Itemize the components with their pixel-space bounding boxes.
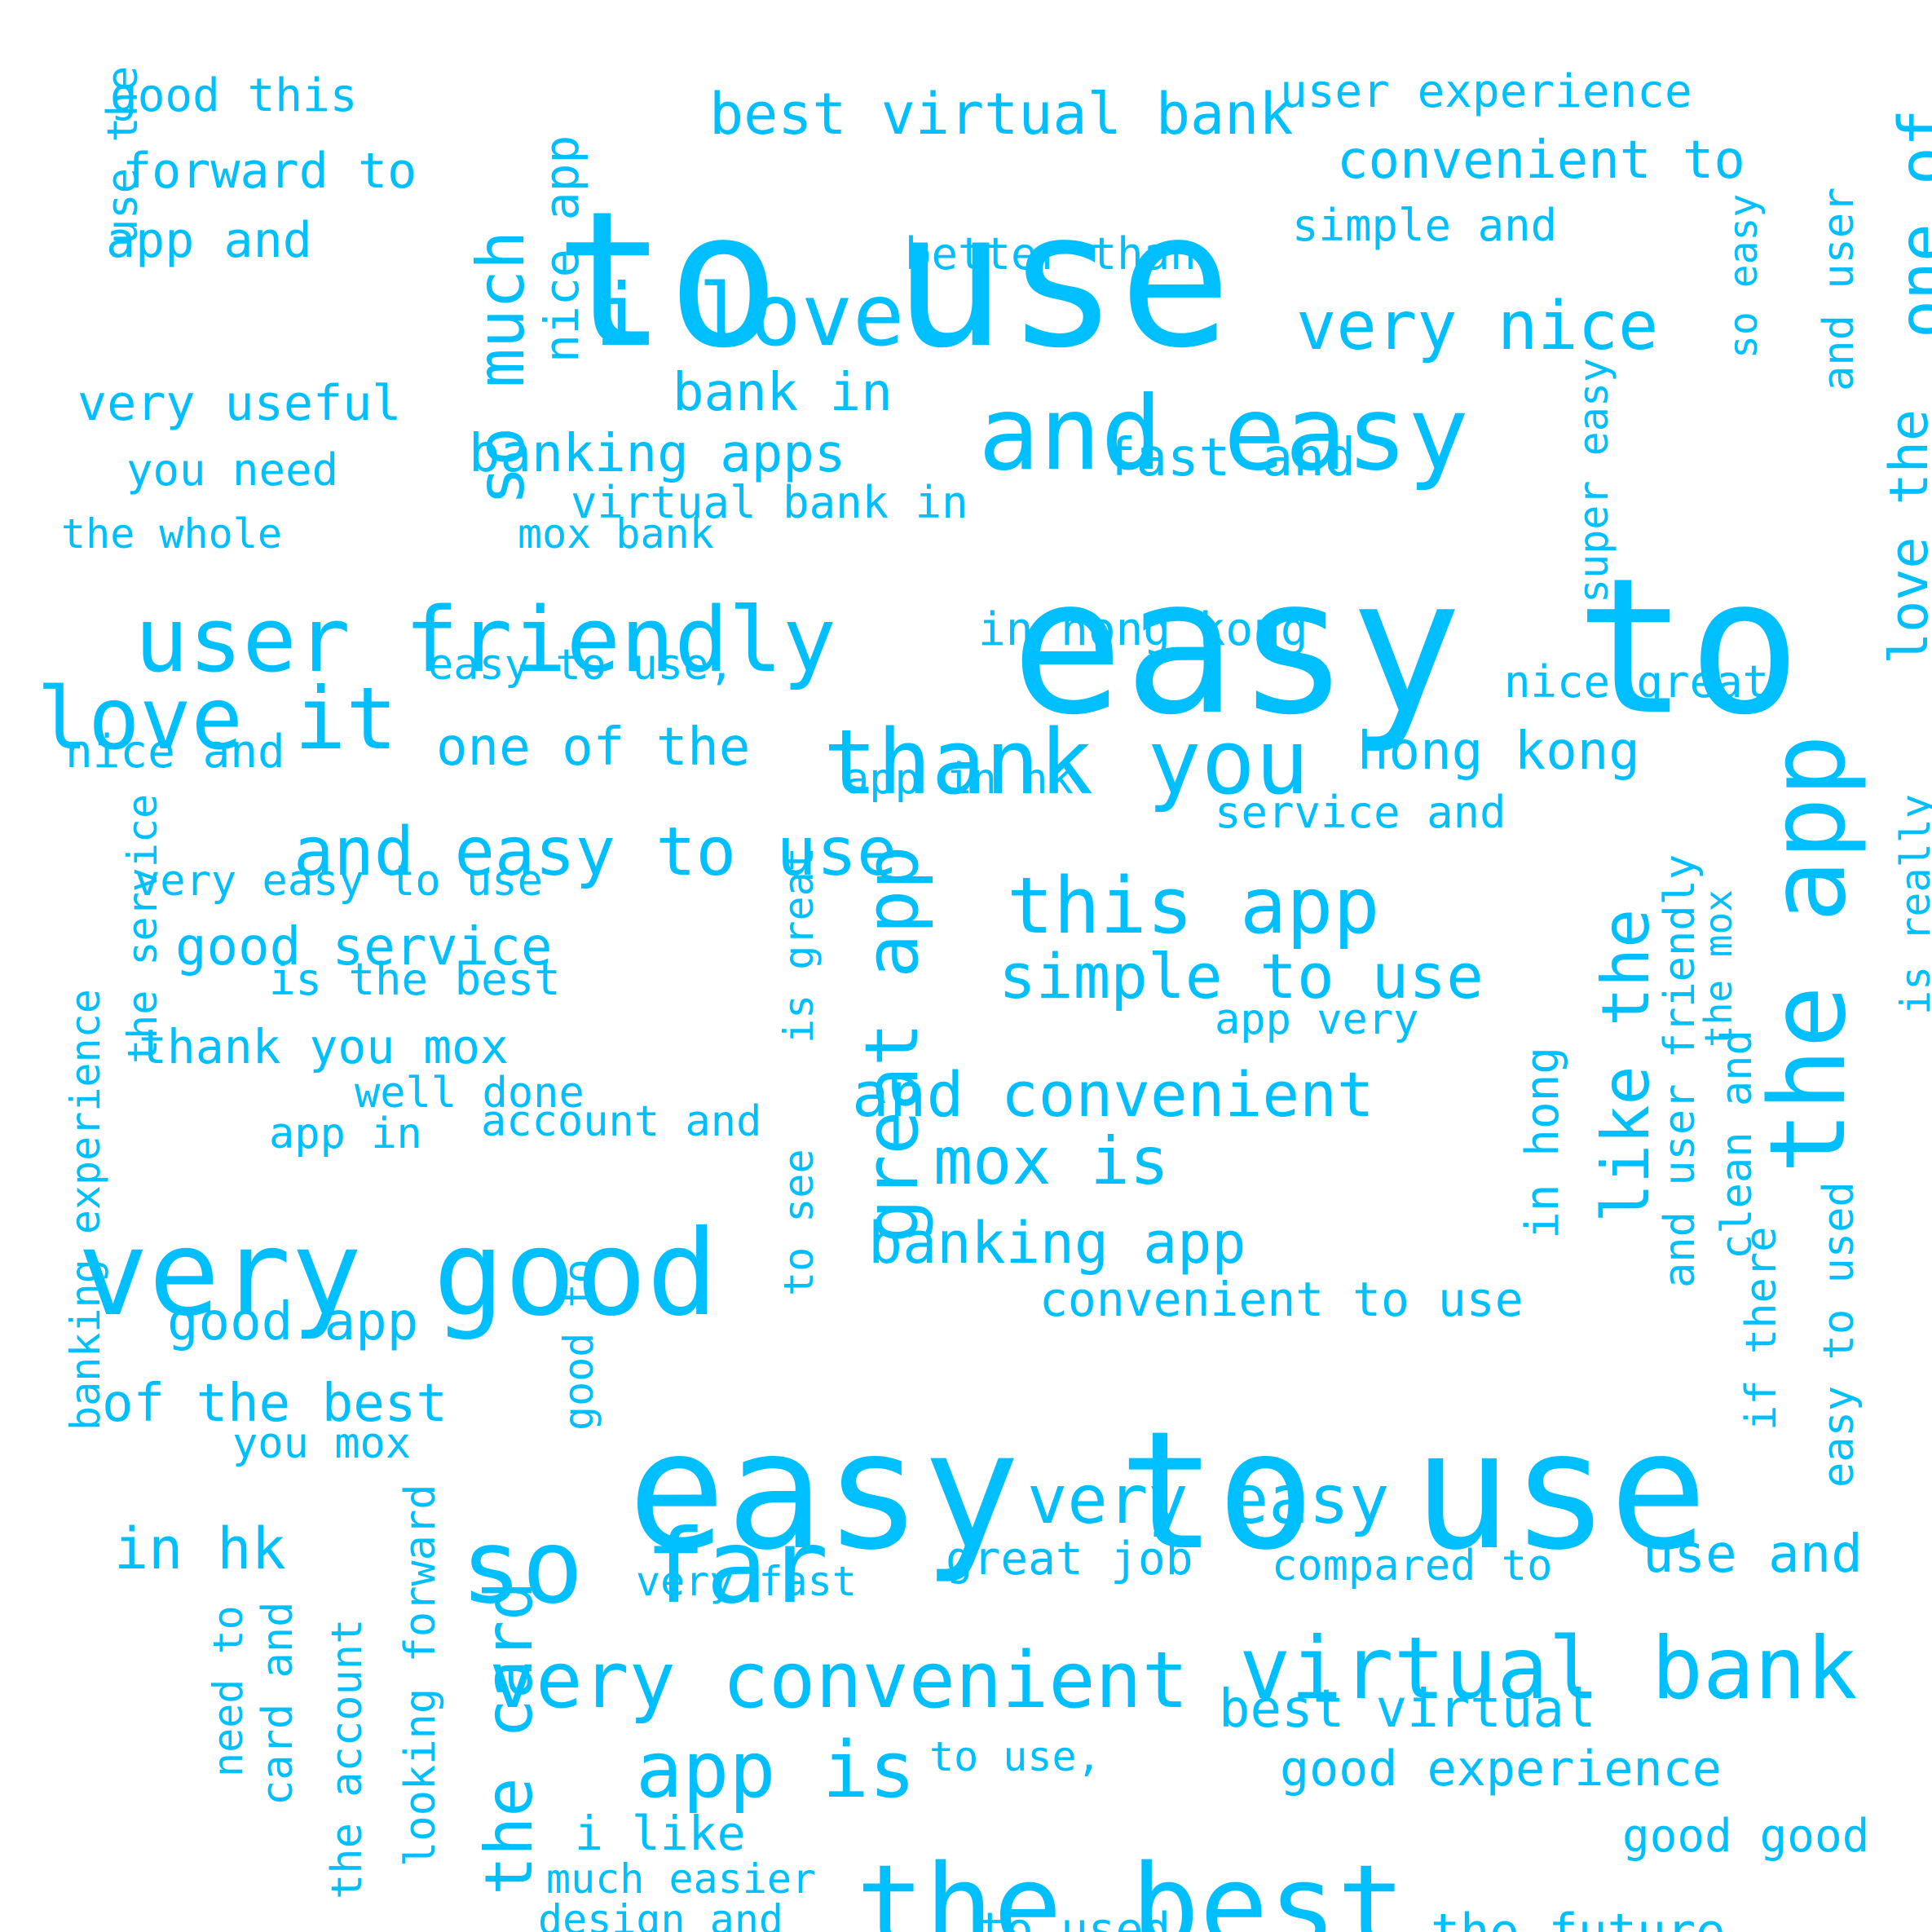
word-thank-you-mox: thank you mox bbox=[139, 1019, 509, 1074]
word-good-experience: good experience bbox=[1280, 1740, 1722, 1797]
word-virtual-bank-in: virtual bank in bbox=[571, 477, 968, 528]
word-design-and: design and bbox=[538, 1896, 784, 1932]
word-nice-and: nice and bbox=[65, 726, 285, 779]
word-app-very: app very bbox=[1215, 995, 1419, 1044]
word-to-use: to use, bbox=[929, 1733, 1101, 1780]
word-and-easy: and easy bbox=[978, 375, 1470, 493]
word-mox-bank: mox bank bbox=[518, 510, 714, 558]
word-the-future: the future bbox=[1431, 1903, 1726, 1932]
word-mox-is: mox is bbox=[933, 1123, 1169, 1199]
word-and-user: and user bbox=[1815, 187, 1864, 391]
word-the-card: the card bbox=[471, 1581, 547, 1895]
word-so-far: so far bbox=[461, 1508, 829, 1626]
word-well-done: well done bbox=[355, 1069, 584, 1118]
word-i-like: i like bbox=[575, 1806, 746, 1861]
word-very-nice: very nice bbox=[1296, 288, 1659, 365]
word-is-great: is great bbox=[775, 847, 823, 1043]
word-and-convenient: and convenient bbox=[852, 1058, 1374, 1131]
word-the-account: the account bbox=[323, 1618, 372, 1899]
word-app-in-hk: app in hk bbox=[844, 755, 1074, 804]
word-banking-app: banking app bbox=[868, 1210, 1246, 1277]
word-good-app: good app bbox=[167, 1292, 419, 1352]
word-is-really: is really bbox=[1892, 794, 1932, 1015]
word-banking-experience: banking experience bbox=[62, 989, 109, 1431]
word-account-and: account and bbox=[481, 1097, 762, 1146]
word-to-used: to used bbox=[978, 1903, 1171, 1932]
word-looking-forward: looking forward bbox=[396, 1484, 445, 1867]
word-use-the: use the bbox=[99, 65, 148, 245]
word-great-job: great job bbox=[946, 1533, 1193, 1586]
word-app-is: app is bbox=[636, 1726, 916, 1815]
word-fast-and: fast and bbox=[1105, 428, 1356, 488]
word-to-use: to use bbox=[554, 172, 1232, 390]
word-forward-to: forward to bbox=[122, 143, 417, 200]
word-app-and: app and bbox=[106, 212, 312, 269]
word-app-in: app in bbox=[269, 1109, 422, 1158]
word-nice-app: nice app bbox=[534, 135, 589, 363]
word-good-good: good good bbox=[1622, 1810, 1870, 1863]
word-easy-to-use: easy to use bbox=[628, 1396, 1708, 1586]
word-so-easy: so easy bbox=[1721, 193, 1767, 359]
word-the-app: the app bbox=[1748, 734, 1869, 1174]
word-much-easier: much easier bbox=[546, 1855, 817, 1903]
word-very-easy-to-use: very easy to use bbox=[135, 857, 543, 906]
word-in-hong-kong: in hong kong bbox=[978, 603, 1308, 656]
word-is-the-best: is the best bbox=[269, 954, 561, 1005]
word-love-the: love the bbox=[1879, 408, 1932, 664]
word-best-virtual-bank: best virtual bank bbox=[709, 81, 1294, 148]
word-card-and: card and bbox=[254, 1601, 302, 1806]
word-user-friendly: user friendly bbox=[135, 588, 836, 692]
word-like-the: like the bbox=[1588, 908, 1664, 1223]
word-you-need: you need bbox=[126, 444, 339, 496]
word-to-see: to see bbox=[775, 1149, 823, 1296]
word-of-the-best: of the best bbox=[102, 1374, 448, 1434]
word-very-useful: very useful bbox=[77, 375, 402, 432]
word-good-service: good service bbox=[175, 917, 553, 977]
word-simple-to-use: simple to use bbox=[999, 940, 1484, 1012]
word-the-whole: the whole bbox=[61, 510, 282, 558]
word-thank-you: thank you bbox=[823, 710, 1310, 814]
word-very-convenient: very convenient bbox=[489, 1636, 1189, 1726]
word-one-of: one of bbox=[1886, 108, 1932, 338]
word-clean-and: clean and bbox=[1713, 1030, 1762, 1259]
word-use-and: use and bbox=[1643, 1524, 1863, 1585]
word-easy-to: easy to bbox=[1011, 539, 1802, 756]
word-better-than: better than bbox=[905, 228, 1197, 280]
word-and-user-friendly: and user friendly bbox=[1656, 854, 1705, 1288]
word-one-of-the: one of the bbox=[436, 717, 751, 778]
word-you-mox: you mox bbox=[232, 1419, 412, 1468]
word-good-to: good to bbox=[555, 1259, 602, 1431]
word-hong-kong: hong kong bbox=[1357, 721, 1640, 782]
word-in-hong: in hong bbox=[1516, 1046, 1569, 1239]
word-user-experience: user experience bbox=[1280, 65, 1692, 118]
word-banking-apps: banking apps bbox=[469, 424, 846, 484]
word-nice-great: nice great bbox=[1504, 656, 1770, 708]
word-and-easy-to-use: and easy to use bbox=[293, 814, 898, 891]
word-this-app: this app bbox=[1007, 862, 1380, 951]
word-very-fast: very fast bbox=[636, 1558, 857, 1605]
word-the-best: the best bbox=[856, 1841, 1406, 1932]
word-best-virtual: best virtual bbox=[1219, 1679, 1596, 1740]
word-very-good: very good bbox=[77, 1205, 718, 1343]
word-bank-in: bank in bbox=[673, 363, 893, 423]
word-i-love: i love bbox=[595, 266, 905, 365]
word-the-mox: the mox bbox=[1696, 889, 1740, 1048]
word-simple-and: simple and bbox=[1292, 200, 1558, 251]
word-very-easy: very easy bbox=[1027, 1462, 1390, 1539]
word-the-service: the service bbox=[119, 793, 166, 1064]
word-love-it: love it bbox=[37, 669, 398, 769]
word-easy-to-used: easy to used bbox=[1815, 1181, 1864, 1488]
word-virtual-bank: virtual bank bbox=[1239, 1619, 1858, 1718]
word-great-app: great app bbox=[849, 845, 935, 1243]
word-super-easy: super easy bbox=[1570, 357, 1617, 603]
word-need-to: need to bbox=[205, 1605, 252, 1777]
word-compared-to: compared to bbox=[1272, 1542, 1553, 1590]
word-convenient-to-use: convenient to use bbox=[1039, 1272, 1524, 1327]
word-convenient-to: convenient to bbox=[1337, 130, 1745, 191]
word-good-this: good this bbox=[110, 69, 358, 122]
word-service-and: service and bbox=[1215, 787, 1506, 838]
word-in-hk: in hk bbox=[114, 1515, 286, 1582]
word-easy-to-use: easy to use, bbox=[428, 641, 734, 690]
